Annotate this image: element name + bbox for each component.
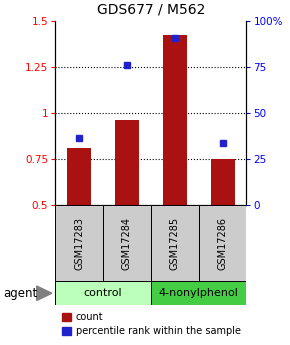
Bar <box>67 148 91 205</box>
Title: GDS677 / M562: GDS677 / M562 <box>97 3 205 17</box>
Text: GSM17284: GSM17284 <box>122 217 132 270</box>
Bar <box>103 205 151 281</box>
Bar <box>55 205 103 281</box>
Text: agent: agent <box>3 287 37 300</box>
Bar <box>211 159 235 205</box>
Bar <box>163 36 187 205</box>
Bar <box>151 281 246 305</box>
Bar <box>55 281 151 305</box>
Text: GSM17286: GSM17286 <box>218 217 228 270</box>
Bar <box>199 205 246 281</box>
Legend: count, percentile rank within the sample: count, percentile rank within the sample <box>60 310 242 338</box>
Text: GSM17283: GSM17283 <box>74 217 84 270</box>
Text: 4-nonylphenol: 4-nonylphenol <box>159 288 239 298</box>
Polygon shape <box>37 286 52 300</box>
Bar <box>115 120 139 205</box>
Text: control: control <box>84 288 122 298</box>
Bar <box>151 205 199 281</box>
Text: GSM17285: GSM17285 <box>170 217 180 270</box>
